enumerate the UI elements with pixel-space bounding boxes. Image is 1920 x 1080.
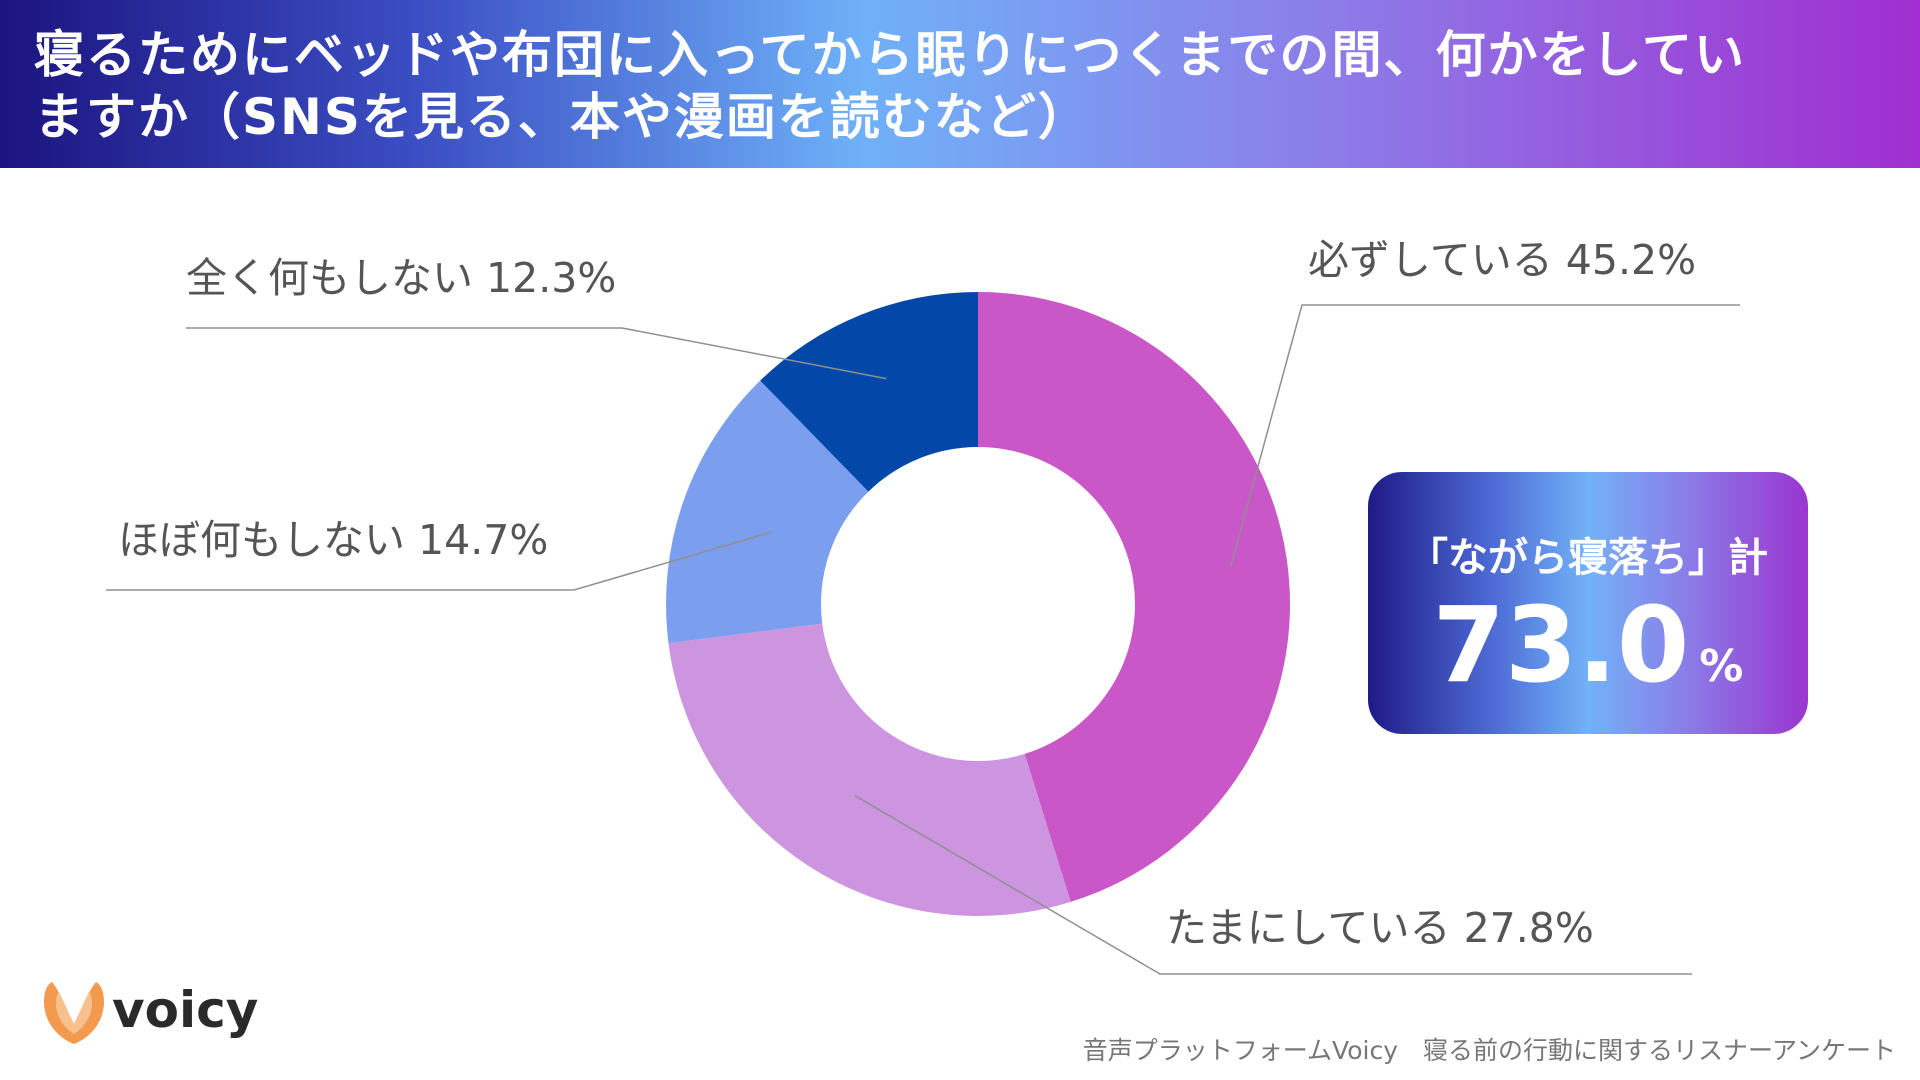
leader-line-never [186,327,887,380]
slice-sometimes [668,623,1071,917]
leader-line-rarely [106,531,773,591]
leader-line-always [1230,304,1740,566]
leader-line-sometimes [854,794,1692,975]
badge-label: 「ながら寝落ち」計 [1408,535,1768,581]
slice-rarely [666,380,869,644]
slice-never [760,292,978,492]
badge-unit: % [1699,641,1744,692]
voicy-logo-text: voicy [112,981,259,1039]
page-title: 寝るためにベッドや布団に入ってから眠りにつくまでの間、何かをしていますか（SNS… [34,26,1746,146]
badge-total: 73.0 % [1368,590,1808,722]
total-badge: 「ながら寝落ち」計 73.0 % [1368,472,1808,734]
slice-always [978,292,1291,902]
slice-label-rarely: ほぼ何もしない 14.7% [118,516,549,564]
source-footer: 音声プラットフォームVoicy 寝る前の行動に関するリスナーアンケート [1082,1036,1896,1065]
slice-label-sometimes: たまにしている 27.8% [1166,904,1594,952]
voicy-logo: voicy [40,978,264,1048]
badge-value: 73.0 [1432,584,1690,706]
slice-label-always: 必ずしている 45.2% [1308,236,1697,284]
slice-label-never: 全く何もしない 12.3% [186,254,617,302]
voicy-logo-icon [44,982,104,1044]
header-banner: 寝るためにベッドや布団に入ってから眠りにつくまでの間、何かをしていますか（SNS… [0,0,1920,168]
